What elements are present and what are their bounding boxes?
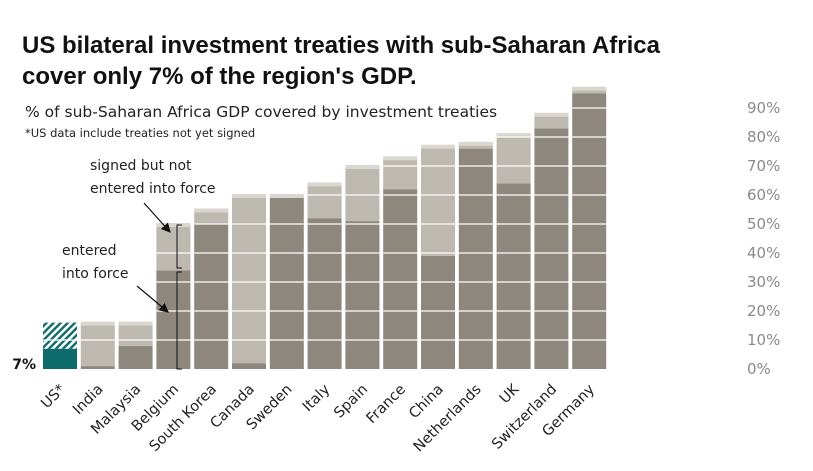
x-tick-label-netherlands: Netherlands [411, 382, 485, 456]
bar-signed-canada [232, 195, 266, 364]
y-tick-label: 90% [747, 99, 780, 117]
bar-entered-uk [496, 183, 531, 369]
bar-entered-south-korea [194, 224, 229, 369]
bar-cap-canada [232, 194, 266, 198]
annotation-signed-line1: signed but not [90, 158, 192, 174]
bar-signed-malaysia [118, 322, 153, 346]
x-tick-label-france: France [364, 381, 409, 426]
x-tick-label-italy: Italy [300, 381, 334, 415]
x-tick-label-us: US* [38, 382, 68, 412]
us-value-label: 7% [12, 357, 36, 373]
y-tick-label: 20% [747, 302, 780, 320]
bar-cap-spain [345, 165, 380, 169]
bar-signed-switzerland [534, 113, 569, 129]
bar-cap-malaysia [118, 321, 153, 326]
chart-subtitle: % of sub-Saharan Africa GDP covered by i… [25, 103, 498, 121]
bar-cap-france [383, 156, 418, 161]
bar-entered-italy [307, 218, 342, 369]
bar-signed-uk [496, 134, 531, 184]
annotation-entered-arrow [136, 285, 169, 313]
bar-entered-india [80, 366, 115, 369]
bars-group [43, 86, 607, 369]
bar-entered-france [383, 189, 418, 369]
chart-title: US bilateral investment treaties with su… [22, 32, 660, 90]
bar-signed-us [43, 322, 77, 349]
bar-entered-germany [572, 93, 607, 369]
bar-entered-canada [232, 363, 266, 369]
annotation-signed-line2: entered into force [90, 181, 216, 197]
annotation-signed: signed but not entered into force [90, 158, 216, 269]
bar-cap-india [80, 321, 115, 326]
bar-cap-netherlands [458, 141, 493, 146]
annotation-entered-bracket [176, 271, 182, 370]
annotation-entered-line2: into force [62, 266, 129, 282]
bar-cap-uk [496, 133, 531, 138]
bar-signed-italy [307, 183, 342, 219]
bar-signed-china [421, 145, 455, 256]
bar-entered-belgium [156, 270, 191, 369]
bar-cap-south-korea [194, 208, 229, 213]
y-tick-label: 10% [747, 331, 780, 349]
bar-entered-switzerland [534, 128, 569, 369]
bar-cap-germany [572, 86, 607, 91]
y-tick-label: 70% [747, 157, 780, 175]
bar-signed-belgium [156, 224, 191, 271]
annotation-signed-bracket [176, 224, 182, 269]
bar-entered-malaysia [118, 345, 153, 369]
bar-entered-netherlands [458, 148, 493, 369]
y-axis: 0% 10% 20% 30% 40% 50% 60% 70% 80% 90% [747, 99, 780, 378]
bar-cap-china [421, 144, 455, 149]
bar-cap-italy [307, 182, 342, 187]
annotation-entered: entered into force [62, 243, 182, 370]
bar-entered-spain [345, 221, 380, 369]
annotation-signed-arrow [143, 202, 171, 233]
bar-signed-south-korea [194, 209, 229, 224]
y-tick-label: 50% [747, 215, 780, 233]
annotation-entered-line1: entered [62, 243, 117, 259]
x-tick-label-uk: UK [497, 381, 523, 407]
y-tick-label: 80% [747, 128, 780, 146]
bar-signed-spain [345, 166, 380, 222]
y-tick-label: 40% [747, 244, 780, 262]
y-tick-label: 0% [747, 360, 771, 378]
bar-signed-france [383, 157, 418, 190]
y-tick-label: 60% [747, 186, 780, 204]
bar-cap-sweden [269, 194, 304, 198]
bar-entered-china [421, 255, 455, 369]
chart-footnote: *US data include treaties not yet signed [25, 126, 256, 140]
bar-cap-switzerland [534, 112, 569, 117]
bar-signed-india [80, 322, 115, 367]
bar-entered-us [43, 348, 77, 369]
y-tick-label: 30% [747, 273, 780, 291]
bar-cap-belgium [156, 223, 191, 227]
